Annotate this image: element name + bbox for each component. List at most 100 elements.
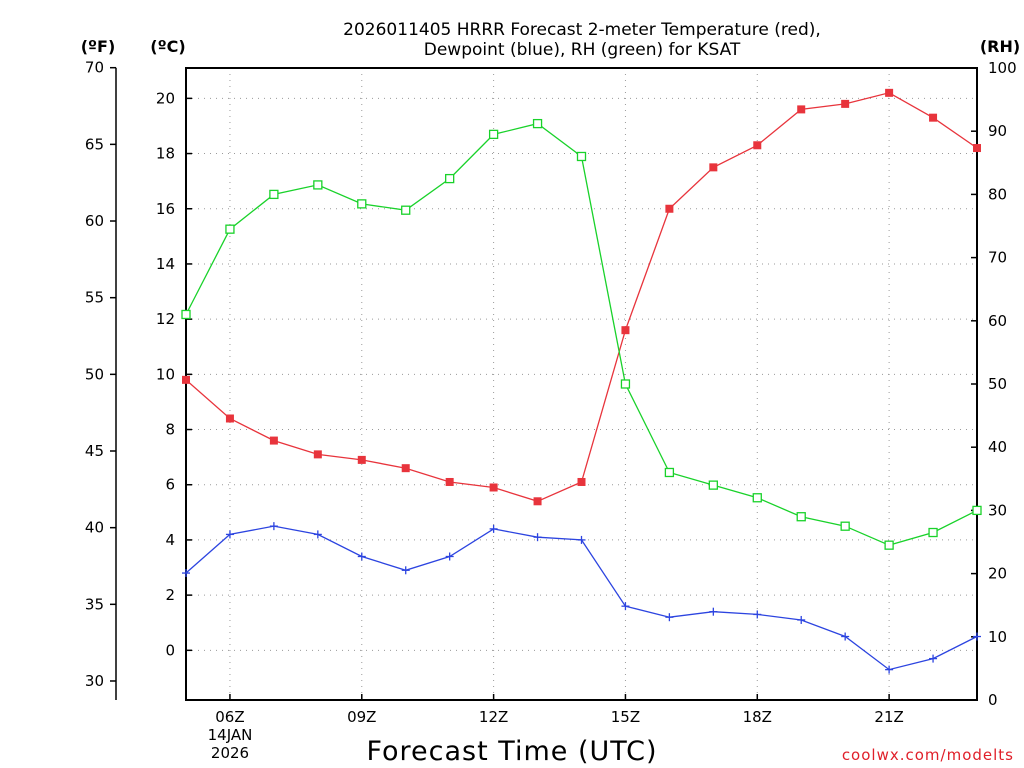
fahrenheit-tick-label: 60 — [85, 212, 104, 230]
rh-tick-label: 50 — [988, 375, 1007, 393]
x-tick-label: 12Z — [479, 708, 508, 726]
chart-title-line-1: 2026011405 HRRR Forecast 2-meter Tempera… — [343, 20, 821, 40]
temperature-point — [577, 477, 586, 486]
rh-point — [488, 129, 499, 140]
dewpoint-point — [885, 665, 894, 674]
rh-point — [840, 521, 850, 531]
x-axis-label: Forecast Time (UTC) — [366, 736, 657, 767]
rh-tick-label: 30 — [988, 501, 1007, 519]
x-tick-label: 15Z — [611, 708, 640, 726]
rh-tick-label: 60 — [988, 312, 1007, 330]
x-tick-label: 09Z — [347, 708, 376, 726]
rh-tick-label: 70 — [988, 249, 1007, 267]
temperature-point — [841, 99, 850, 108]
fahrenheit-tick-label: 65 — [85, 135, 104, 153]
dewpoint-point — [225, 530, 234, 539]
temperature-point — [269, 436, 278, 445]
rh-tick-label: 20 — [988, 565, 1007, 583]
celsius-tick-label: 2 — [165, 586, 175, 604]
dewpoint-point — [929, 654, 938, 663]
rh-point — [664, 467, 675, 478]
axes — [110, 66, 978, 701]
rh-tick-label: 0 — [988, 691, 998, 709]
dewpoint-point — [709, 607, 718, 616]
temperature-point — [621, 326, 630, 335]
dewpoint-point — [797, 615, 806, 624]
celsius-tick-label: 14 — [156, 255, 175, 273]
fahrenheit-tick-label: 40 — [85, 519, 104, 537]
temperature-point — [665, 204, 674, 213]
plot-frame — [185, 67, 978, 701]
rh-point — [445, 173, 455, 184]
rh-point — [313, 180, 323, 190]
rh-tick-label: 90 — [988, 122, 1007, 140]
dewpoint-point — [445, 552, 454, 561]
rh-tick-label: 100 — [988, 59, 1017, 77]
dewpoint-point — [621, 602, 630, 611]
celsius-tick-label: 16 — [156, 200, 175, 218]
dewpoint-point — [489, 524, 498, 533]
temperature-point — [313, 450, 322, 459]
x-tick-label: 21Z — [874, 708, 903, 726]
date-label-year: 2026 — [211, 744, 249, 762]
dewpoint-point — [841, 632, 850, 641]
celsius-tick-label: 12 — [156, 310, 175, 328]
celsius-tick-label: 18 — [156, 145, 175, 163]
temperature-point — [489, 483, 498, 492]
rh-point — [181, 309, 191, 320]
dewpoint-point — [313, 530, 322, 539]
rh-point — [928, 527, 938, 538]
rh-tick-label: 10 — [988, 628, 1007, 646]
rh-point — [884, 540, 894, 550]
rh-point — [620, 379, 631, 389]
rh-point — [225, 224, 235, 234]
rh-tick-label: 80 — [988, 185, 1007, 203]
x-tick-label: 06Z — [215, 708, 244, 726]
dewpoint-point — [577, 535, 586, 544]
rh-point — [357, 199, 367, 209]
temperature-point — [357, 455, 366, 464]
temperature-point — [225, 414, 234, 423]
dewpoint-line — [185, 525, 978, 671]
rh-point — [752, 493, 762, 503]
fahrenheit-tick-label: 55 — [85, 289, 104, 307]
dewpoint-point — [533, 533, 542, 542]
dewpoint-point — [753, 610, 762, 619]
celsius-tick-label: 10 — [156, 365, 175, 383]
celsius-tick-label: 20 — [156, 89, 175, 107]
temperature-point — [533, 497, 542, 506]
rh-point — [576, 151, 587, 162]
rh-tick-label: 40 — [988, 438, 1007, 456]
dewpoint-point — [182, 569, 190, 578]
fahrenheit-axis-unit: (ºF) — [81, 37, 116, 56]
rh-point — [401, 205, 411, 215]
dewpoint-point — [401, 566, 410, 575]
tick-labels: 30 35 40 45 50 55 60 65 70 0 2 4 6 8 10 12 14 16 18 20 0 10 20… — [85, 59, 1017, 726]
dewpoint-point — [973, 632, 981, 641]
chart-title-line-2: Dewpoint (blue), RH (green) for KSAT — [424, 40, 741, 60]
temperature-point — [709, 163, 718, 172]
dewpoint-point — [665, 613, 674, 622]
temperature-point — [797, 105, 806, 114]
celsius-tick-label: 0 — [165, 641, 175, 659]
credit-text: coolwx.com/modelts — [842, 746, 1014, 764]
dewpoint-point — [269, 522, 278, 531]
fahrenheit-tick-label: 30 — [85, 672, 104, 690]
dewpoint-point — [357, 552, 366, 561]
rh-point — [532, 118, 543, 129]
rh-point — [796, 512, 806, 522]
fahrenheit-tick-label: 45 — [85, 442, 104, 460]
data-markers — [181, 88, 982, 674]
fahrenheit-tick-label: 70 — [85, 59, 104, 77]
x-tick-label: 18Z — [743, 708, 772, 726]
celsius-tick-label: 6 — [165, 476, 175, 494]
celsius-axis-unit: (ºC) — [150, 37, 185, 56]
celsius-tick-label: 8 — [165, 421, 175, 439]
temperature-point — [973, 144, 981, 153]
grid — [186, 68, 977, 700]
series-lines — [185, 92, 978, 671]
temperature-point — [753, 141, 762, 150]
rh-point — [708, 480, 718, 490]
temperature-point — [929, 113, 938, 122]
